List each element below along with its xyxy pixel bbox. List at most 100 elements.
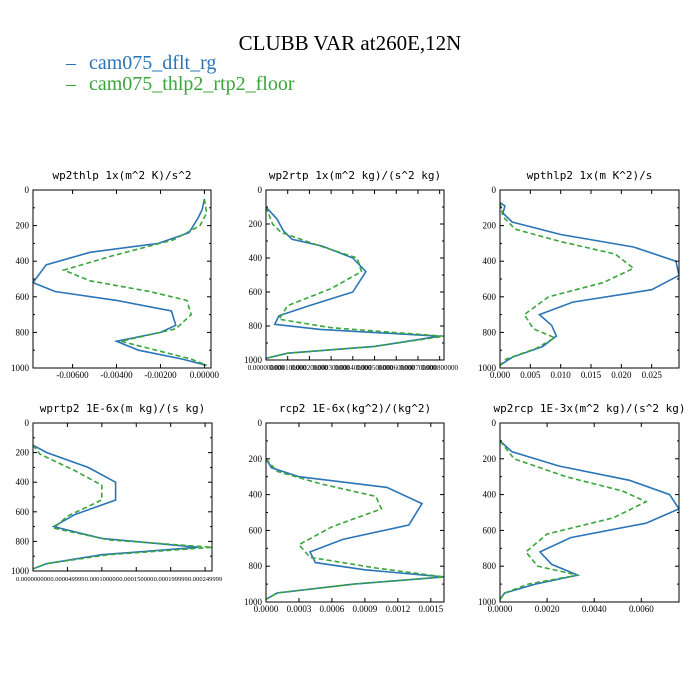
- legend-entry-2: – cam075_thlp2_rtp2_floor: [65, 73, 295, 95]
- y-tick-label: 800: [483, 327, 497, 337]
- y-tick-label: 200: [16, 448, 30, 458]
- series-line-2: [61, 198, 208, 367]
- y-tick-label: 0: [492, 185, 497, 195]
- x-tick-label: 0.010: [551, 370, 572, 380]
- series-line-1: [33, 444, 199, 570]
- x-tick-label: 0.000000000: [248, 364, 285, 372]
- x-tick-label: 0.000150000: [119, 576, 153, 583]
- x-tick-label: 0.000700000: [400, 364, 437, 372]
- y-tick-label: 0: [25, 418, 30, 428]
- y-tick-label: 400: [483, 490, 497, 500]
- y-tick-label: 400: [16, 256, 30, 266]
- x-tick-label: 0.000100000: [269, 364, 306, 372]
- y-tick-label: 800: [16, 536, 30, 546]
- x-tick-label: 0.0003: [287, 604, 312, 614]
- panels: wp2thlp 1x(m^2 K)/s^2 0 200 400 600 800 1000 -0…: [11, 169, 686, 614]
- x-tick-label: 0.000400000: [334, 364, 371, 372]
- legend-label-2: cam075_thlp2_rtp2_floor: [89, 73, 295, 95]
- x-tick-label: 0.000249999: [188, 576, 222, 583]
- series-line-2: [500, 202, 636, 366]
- panel-2: wp2rtp 1x(m^2 kg)/(s^2 kg) 0 200 400 600 800 1…: [244, 169, 459, 372]
- y-tick-label: 0: [25, 185, 30, 195]
- y-tick-label: 600: [16, 292, 30, 302]
- legend: – cam075_dflt_rg – cam075_thlp2_rtp2_flo…: [65, 52, 295, 95]
- x-tick-label: 0.000000000: [16, 576, 50, 583]
- series-line-1: [266, 458, 444, 600]
- y-tick-label: 800: [483, 561, 497, 571]
- y-tick-label: 600: [249, 525, 263, 535]
- y-tick-label: 400: [249, 253, 263, 263]
- series-line-2: [33, 444, 212, 570]
- panel-title: wpthlp2 1x(m K^2)/s: [527, 169, 653, 182]
- y-tick-label: 400: [483, 256, 497, 266]
- x-tick-label: 0.020: [611, 370, 632, 380]
- y-tick-label: 200: [249, 219, 263, 229]
- plot-frame: [499, 422, 680, 603]
- plot-frame: [499, 189, 680, 369]
- series-line-1: [500, 201, 679, 366]
- panel-title: wp2rcp 1E-3x(m^2 kg)/(s^2 kg): [493, 402, 685, 415]
- x-tick-label: 0.0015: [418, 604, 443, 614]
- y-tick-label: 0: [258, 418, 263, 428]
- x-tick-label: 0.000300000: [313, 364, 350, 372]
- y-tick-label: 800: [249, 561, 263, 571]
- y-tick-label: 200: [16, 221, 30, 231]
- y-tick-label: 0: [492, 418, 497, 428]
- panel-title: wp2thlp 1x(m^2 K)/s^2: [52, 169, 191, 182]
- legend-entry-1: – cam075_dflt_rg: [65, 52, 216, 74]
- x-tick-label: 0.0009: [353, 604, 378, 614]
- x-tick-label: 0.000100000: [85, 576, 119, 583]
- x-tick-label: 0.000600000: [378, 364, 415, 372]
- series-line-1: [33, 198, 207, 367]
- y-tick-label: 400: [16, 477, 30, 487]
- series-line-1: [266, 206, 440, 360]
- x-tick-label: 0.0020: [535, 604, 560, 614]
- figure-title: CLUBB VAR at260E,12N: [239, 31, 462, 55]
- y-tick-label: 1000: [478, 597, 497, 607]
- y-tick-label: 200: [483, 221, 497, 231]
- y-tick-label: 800: [249, 321, 263, 331]
- x-tick-label: 0.00000: [190, 370, 220, 380]
- x-tick-label: 0.0006: [320, 604, 345, 614]
- panel-title: wprtp2 1E-6x(m kg)/(s kg): [40, 402, 206, 415]
- y-tick-label: 400: [249, 490, 263, 500]
- panel-4: wprtp2 1E-6x(m kg)/(s kg) 0 200 400 600 800 10…: [11, 402, 222, 583]
- legend-dash-1: –: [65, 52, 77, 74]
- y-tick-label: 800: [16, 327, 30, 337]
- legend-dash-2: –: [65, 73, 77, 95]
- x-tick-label: -0.00400: [100, 370, 133, 380]
- x-tick-label: -0.00200: [144, 370, 177, 380]
- x-tick-label: 0.000800000: [421, 364, 458, 372]
- y-tick-label: 200: [249, 454, 263, 464]
- x-tick-label: 0.0000: [488, 604, 513, 614]
- y-tick-label: 1000: [478, 363, 497, 373]
- y-tick-label: 600: [249, 287, 263, 297]
- panel-5: rcp2 1E-6x(kg^2)/(kg^2) 0 200 400 600 800 1000…: [244, 402, 445, 614]
- y-tick-label: 200: [483, 454, 497, 464]
- panel-6: wp2rcp 1E-3x(m^2 kg)/(s^2 kg) 0 200 400 600 8…: [478, 402, 686, 614]
- panel-3: wpthlp2 1x(m K^2)/s020040060080010000.00…: [478, 169, 680, 380]
- series-line-2: [266, 458, 444, 600]
- x-tick-label: 0.0060: [629, 604, 654, 614]
- y-tick-label: 1000: [244, 597, 263, 607]
- x-tick-label: 0.000500000: [356, 364, 393, 372]
- y-tick-label: 1000: [11, 566, 30, 576]
- panel-1: wp2thlp 1x(m^2 K)/s^2 0 200 400 600 800 1000 -0…: [11, 169, 220, 380]
- x-tick-label: 0.015: [581, 370, 602, 380]
- x-tick-label: 0.005: [520, 370, 541, 380]
- x-tick-label: 0.025: [642, 370, 663, 380]
- legend-label-1: cam075_dflt_rg: [89, 52, 216, 74]
- x-tick-label: 0.0000: [254, 604, 279, 614]
- x-tick-label: 0.0012: [385, 604, 410, 614]
- x-tick-label: 0.000: [490, 370, 511, 380]
- panel-title: wp2rtp 1x(m^2 kg)/(s^2 kg): [269, 169, 441, 182]
- panel-title: rcp2 1E-6x(kg^2)/(kg^2): [279, 402, 431, 415]
- series-line-2: [500, 440, 648, 600]
- x-tick-label: -0.00600: [56, 370, 89, 380]
- y-tick-label: 600: [483, 525, 497, 535]
- y-tick-label: 600: [16, 507, 30, 517]
- series-line-1: [500, 440, 679, 600]
- x-tick-label: 0.000199999: [154, 576, 188, 583]
- y-tick-label: 1000: [11, 363, 30, 373]
